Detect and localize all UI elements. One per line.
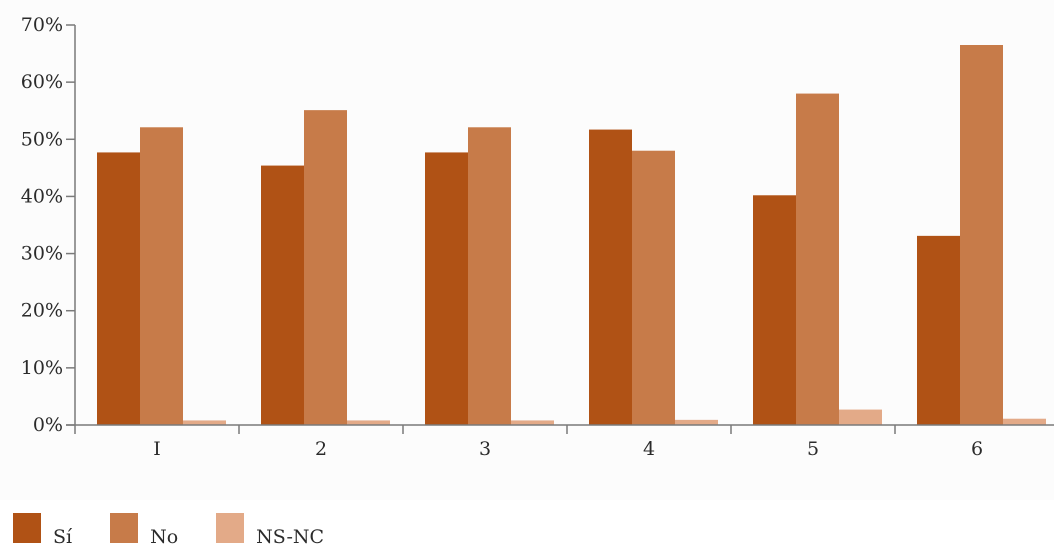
y-tick-label: 10% <box>21 357 63 379</box>
bar-no-4 <box>632 150 675 425</box>
x-tick-label: 5 <box>807 438 819 460</box>
bar-chart: 0% 10% 20% 30% 40% 50% 60% 70% I 2 3 4 5 6 <box>20 14 1054 460</box>
bar-ns-nc-4 <box>675 419 718 425</box>
labels-layer: 0% 10% 20% 30% 40% 50% 60% 70% I 2 3 4 5 6 <box>21 14 983 460</box>
y-tick-label: 60% <box>21 71 63 93</box>
y-tick-label: 30% <box>21 243 63 265</box>
legend-item-no: No <box>110 513 178 547</box>
x-tick-label: 3 <box>479 438 491 460</box>
bar-ns-nc-6 <box>1003 418 1046 425</box>
bar-s-6 <box>917 235 960 425</box>
legend-label-si: Sí <box>53 526 73 548</box>
bar-no-5 <box>796 93 839 426</box>
bar-s-2 <box>261 165 304 426</box>
legend-swatch-no <box>110 513 139 543</box>
bar-no-6 <box>960 45 1003 425</box>
y-tick-label: 20% <box>21 300 63 322</box>
bars-layer <box>97 45 1046 426</box>
y-tick-label: 40% <box>21 185 63 207</box>
bar-no-1 <box>140 127 183 426</box>
x-tick-label: 2 <box>315 438 327 460</box>
y-tick-label: 0% <box>33 414 63 436</box>
legend-item-si: Sí <box>13 513 72 547</box>
bar-s-3 <box>425 152 468 425</box>
x-tick-label: 6 <box>971 438 983 460</box>
legend: Sí No NS-NC <box>13 513 362 547</box>
x-tick-label: 4 <box>643 438 655 460</box>
legend-label-ns-nc: NS-NC <box>256 526 325 548</box>
legend-item-ns-nc: NS-NC <box>216 513 324 547</box>
bar-s-4 <box>589 129 632 426</box>
bar-no-2 <box>304 110 347 426</box>
y-tick-label: 50% <box>21 128 63 150</box>
legend-swatch-ns-nc <box>216 513 245 543</box>
y-tick-label: 70% <box>21 14 63 36</box>
legend-label-no: No <box>150 526 179 548</box>
bar-ns-nc-5 <box>839 409 882 425</box>
bar-ns-nc-2 <box>347 420 390 425</box>
x-tick-label: I <box>153 438 161 460</box>
bar-ns-nc-1 <box>183 420 226 425</box>
axes-layer <box>66 24 1054 434</box>
bar-no-3 <box>468 127 511 426</box>
bar-ns-nc-3 <box>511 420 554 425</box>
bar-s-5 <box>753 195 796 425</box>
legend-swatch-si <box>13 513 41 543</box>
bar-s-1 <box>97 152 140 425</box>
